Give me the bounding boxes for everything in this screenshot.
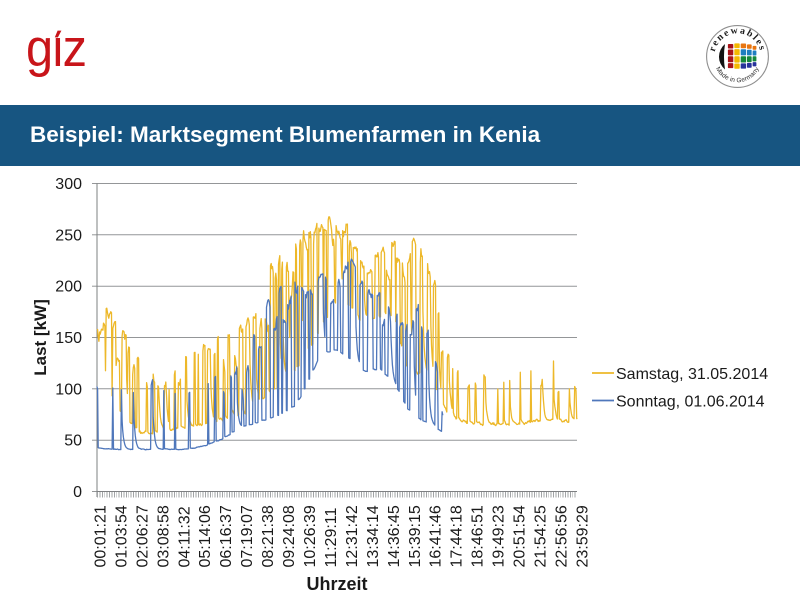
svg-text:09:24:08: 09:24:08 <box>281 505 298 567</box>
svg-text:Samstag, 31.05.2014: Samstag, 31.05.2014 <box>616 366 768 383</box>
svg-text:Uhrzeit: Uhrzeit <box>306 574 367 594</box>
svg-text:50: 50 <box>64 433 82 450</box>
svg-text:11:29:11: 11:29:11 <box>323 507 340 567</box>
svg-text:01:03:54: 01:03:54 <box>114 505 131 567</box>
svg-text:300: 300 <box>55 176 82 193</box>
svg-text:100: 100 <box>55 381 82 398</box>
svg-text:05:14:06: 05:14:06 <box>197 505 214 567</box>
svg-text:21:54:25: 21:54:25 <box>533 505 550 567</box>
svg-text:14:36:45: 14:36:45 <box>386 505 403 567</box>
svg-text:19:49:23: 19:49:23 <box>491 505 508 567</box>
svg-text:15:39:15: 15:39:15 <box>407 505 424 567</box>
svg-text:18:46:51: 18:46:51 <box>470 505 487 567</box>
svg-text:10:26:39: 10:26:39 <box>302 505 319 567</box>
svg-text:02:06:27: 02:06:27 <box>134 505 151 567</box>
svg-text:150: 150 <box>55 330 82 347</box>
svg-text:00:01:21: 00:01:21 <box>93 505 110 567</box>
svg-text:20:51:54: 20:51:54 <box>512 505 529 567</box>
svg-text:13:34:14: 13:34:14 <box>365 505 382 567</box>
svg-text:0: 0 <box>73 484 82 501</box>
svg-text:Sonntag, 01.06.2014: Sonntag, 01.06.2014 <box>616 394 765 411</box>
svg-text:200: 200 <box>55 279 82 296</box>
svg-text:08:21:38: 08:21:38 <box>260 505 277 567</box>
svg-text:12:31:42: 12:31:42 <box>344 505 361 567</box>
svg-text:06:16:37: 06:16:37 <box>218 505 235 567</box>
svg-text:22:56:56: 22:56:56 <box>553 505 570 567</box>
svg-text:250: 250 <box>55 227 82 244</box>
svg-text:17:44:18: 17:44:18 <box>449 505 466 567</box>
svg-text:23:59:29: 23:59:29 <box>574 505 591 567</box>
svg-text:16:41:46: 16:41:46 <box>428 505 445 567</box>
svg-text:07:19:07: 07:19:07 <box>239 505 256 567</box>
svg-text:Last [kW]: Last [kW] <box>31 299 50 376</box>
svg-text:04:11:32: 04:11:32 <box>176 506 193 567</box>
svg-text:03:08:58: 03:08:58 <box>155 505 172 567</box>
